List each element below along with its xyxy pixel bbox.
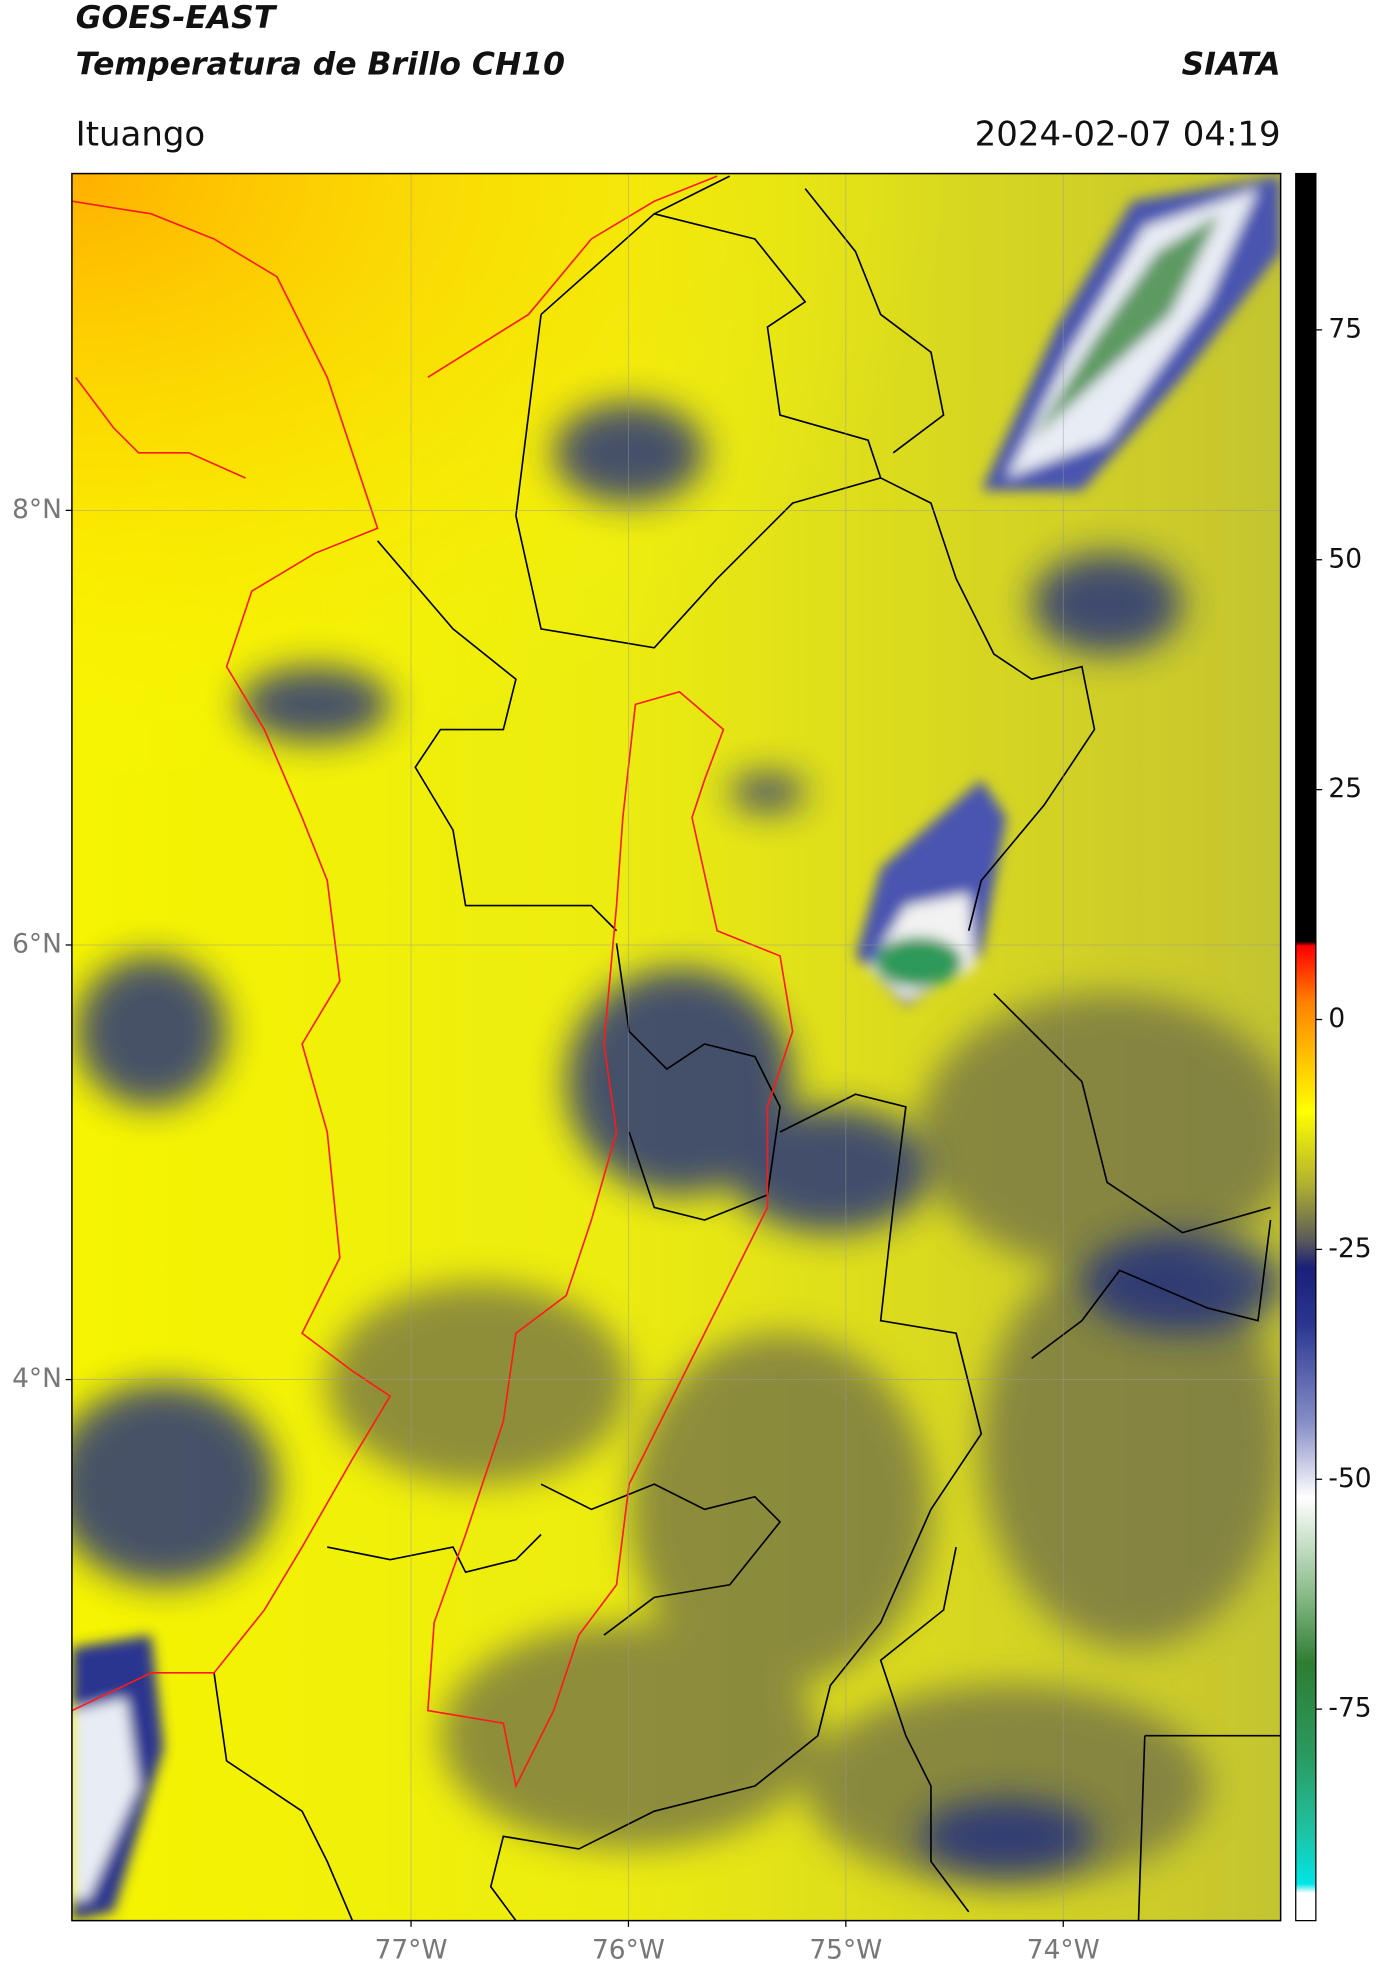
title: GOES-EAST xyxy=(76,0,278,36)
lat-tick-label: 4°N xyxy=(12,1363,62,1394)
colorbar xyxy=(1295,172,1317,1922)
satellite-image xyxy=(71,173,1281,1921)
location: Ituango xyxy=(76,114,206,154)
borders xyxy=(213,175,1281,1921)
source: SIATA xyxy=(1182,46,1281,82)
colorbar-tick-label: 75 xyxy=(1328,313,1362,344)
lon-tick-label: 76°W xyxy=(592,1934,665,1965)
lon-tick-label: 75°W xyxy=(809,1934,882,1965)
lon-tick-label: 77°W xyxy=(375,1934,448,1965)
colorbar-tick-label: 25 xyxy=(1328,773,1362,804)
lat-tick-label: 6°N xyxy=(12,928,62,959)
colorbar-tick-label: 0 xyxy=(1328,1003,1345,1034)
subtitle: Temperatura de Brillo CH10 xyxy=(76,46,565,82)
colorbar-tick-label: 50 xyxy=(1328,543,1362,574)
colorbar-tick-label: -75 xyxy=(1328,1693,1371,1724)
lat-tick-label: 8°N xyxy=(12,494,62,525)
colorbar-tick-label: -25 xyxy=(1328,1233,1371,1264)
map-frame xyxy=(71,172,1282,1922)
colorbar-tick-label: -50 xyxy=(1328,1463,1371,1494)
coast-lines xyxy=(71,175,794,1789)
map-grid xyxy=(71,173,1281,1921)
datetime: 2024-02-07 04:19 xyxy=(975,114,1281,154)
lon-tick-label: 74°W xyxy=(1027,1934,1100,1965)
